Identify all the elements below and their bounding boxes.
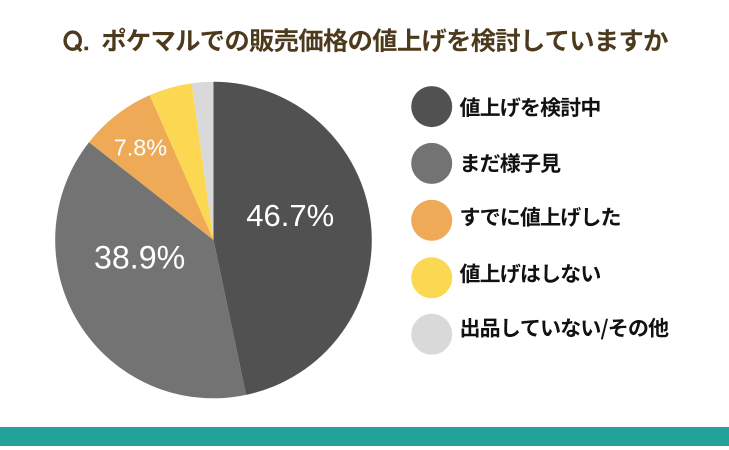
svg-text:38.9%: 38.9%: [94, 240, 185, 276]
svg-text:46.7%: 46.7%: [246, 198, 334, 233]
svg-text:7.8%: 7.8%: [114, 135, 167, 161]
